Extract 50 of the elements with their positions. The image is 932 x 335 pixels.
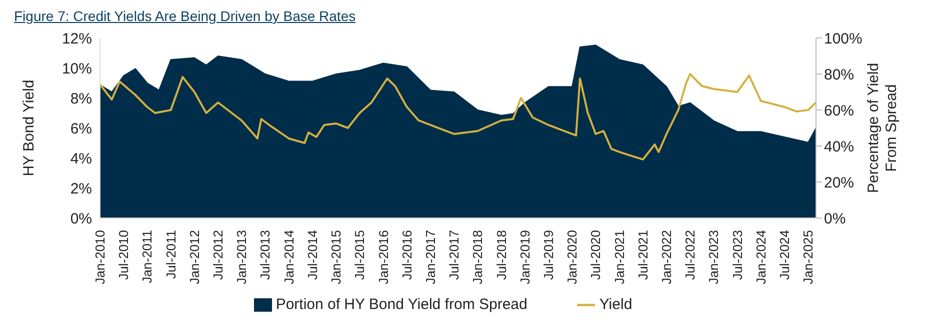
- x-tick-label: Jul-2010: [116, 230, 132, 280]
- y2-axis-title: Percentage of Yield From Spread: [865, 62, 900, 194]
- x-tick-label: Jan-2020: [564, 230, 580, 284]
- x-tick-label: Jul-2018: [494, 230, 509, 280]
- x-tick-label: Jan-2010: [92, 230, 108, 284]
- y-tick-label: 0%: [70, 210, 92, 228]
- y-tick-label: 6%: [70, 120, 92, 138]
- x-tick-label: Jul-2019: [540, 230, 556, 280]
- x-tick-label: Jan-2024: [753, 230, 768, 284]
- x-tick-label: Jul-2012: [210, 230, 226, 280]
- x-tick-label: Jan-2016: [376, 230, 391, 284]
- x-tick-label: Jan-2013: [234, 230, 250, 284]
- y2-tick-label: 40%: [824, 138, 854, 156]
- y2-tick-label: 80%: [824, 66, 854, 84]
- x-tick-label: Jul-2024: [777, 230, 792, 280]
- y2-tick-label: 60%: [824, 102, 854, 120]
- x-tick-label: Jan-2023: [706, 230, 722, 284]
- x-tick-label: Jan-2019: [517, 230, 532, 284]
- x-tick-label: Jul-2021: [635, 230, 650, 280]
- y-tick-label: 8%: [70, 90, 92, 108]
- line-series: [100, 72, 816, 160]
- x-tick-label: Jan-2014: [281, 230, 296, 284]
- legend-label: Yield: [599, 296, 632, 313]
- x-tick-label: Jan-2018: [470, 230, 486, 284]
- legend-label: Portion of HY Bond Yield from Spread: [276, 296, 528, 313]
- x-tick-label: Jan-2011: [140, 230, 155, 284]
- y2-tick-label: 100%: [824, 30, 862, 48]
- x-tick-label: Jul-2014: [304, 230, 320, 280]
- x-tick-label: Jan-2021: [612, 230, 627, 284]
- x-tick-label: Jul-2022: [682, 230, 698, 280]
- y-tick-label: 12%: [62, 30, 92, 48]
- y-tick-label: 4%: [70, 150, 92, 168]
- x-tick-label: Jan-2017: [422, 230, 438, 284]
- x-tick-label: Jan-2022: [659, 230, 674, 284]
- x-tick-label: Jan-2025: [800, 230, 816, 284]
- y2-tick-label: 20%: [824, 174, 854, 192]
- y2-tick-label: 0%: [824, 210, 846, 228]
- x-tick-label: Jul-2023: [730, 230, 745, 280]
- x-tick-label: Jul-2011: [163, 230, 178, 279]
- chart-title: Figure 7: Credit Yields Are Being Driven by Base Rates: [14, 8, 357, 24]
- y-tick-label: 10%: [62, 60, 92, 78]
- x-tick-label: Jul-2013: [258, 230, 273, 280]
- x-tick-label: Jul-2016: [399, 230, 414, 280]
- x-tick-label: Jul-2020: [588, 230, 604, 280]
- y-tick-label: 2%: [70, 180, 92, 198]
- x-tick-label: Jan-2015: [328, 230, 344, 284]
- x-tick-label: Jul-2015: [352, 230, 368, 280]
- x-tick-label: Jul-2017: [446, 230, 462, 280]
- x-tick-label: Jan-2012: [186, 230, 202, 284]
- y-axis-title: HY Bond Yield: [20, 80, 38, 176]
